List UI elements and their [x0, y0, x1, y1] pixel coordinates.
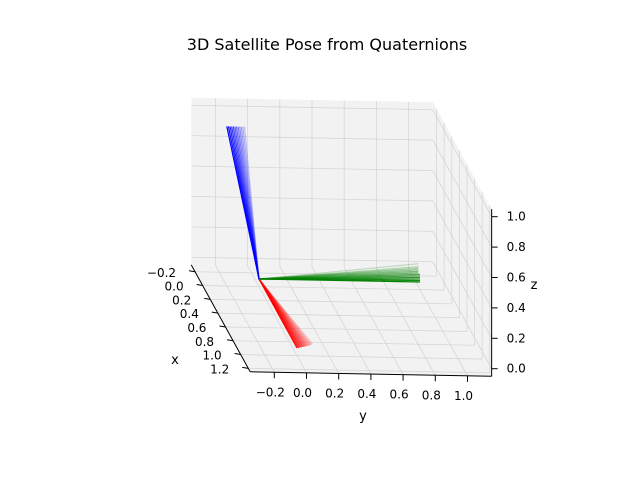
x-tick-label: 1.2	[210, 362, 229, 376]
z-tick-label: 0.4	[507, 301, 526, 315]
chart-title: 3D Satellite Pose from Quaternions	[187, 35, 467, 54]
y-tick-label: 0.2	[325, 386, 344, 400]
x-tick-label: 0.0	[165, 280, 184, 294]
z-tick-label: 0.8	[507, 240, 526, 254]
z-tick-label: 0.0	[507, 362, 526, 376]
y-tick-label: 0.8	[422, 388, 441, 402]
x-tick-label: −0.2	[147, 266, 176, 280]
x-tick-label: 0.8	[195, 335, 214, 349]
x-tick-label: 1.0	[203, 349, 222, 363]
y-tick-label: 0.4	[357, 387, 376, 401]
y-axis-label: y	[359, 409, 367, 424]
z-tick-label: 0.6	[507, 271, 526, 285]
x-axis-label: x	[171, 353, 179, 368]
x-tick-label: 0.6	[187, 321, 206, 335]
y-tick-label: 0.6	[390, 388, 409, 402]
z-tick-label: 1.0	[507, 210, 526, 224]
z-axis-label: z	[531, 278, 538, 293]
x-tick-label: 0.4	[180, 307, 199, 321]
z-tick-label: 0.2	[507, 331, 526, 345]
y-tick-label: 0.0	[293, 386, 312, 400]
y-tick-label: 1.0	[454, 389, 473, 403]
x-tick-label: 0.2	[172, 293, 191, 307]
y-tick-label: −0.2	[256, 385, 285, 399]
